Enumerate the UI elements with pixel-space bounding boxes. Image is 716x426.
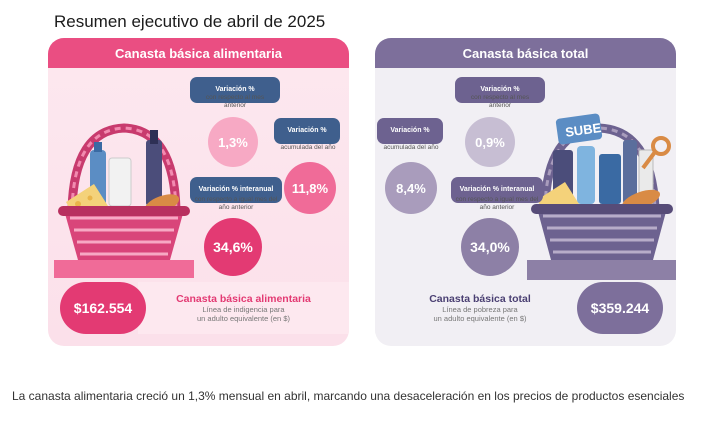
- food-interannual-bubble: 34,6%: [204, 218, 262, 276]
- total-interannual-label: Variación % interanual: [459, 186, 535, 194]
- caption-text: La canasta alimentaria creció un 1,3% me…: [12, 389, 685, 403]
- total-accumulated-callout: Variación %: [377, 118, 443, 144]
- food-accumulated-bubble: 11,8%: [284, 162, 336, 214]
- food-monthly-sub: con respecto al mes anterior: [205, 94, 265, 110]
- food-accumulated-callout: Variación %: [274, 118, 340, 144]
- total-interannual-sub: con respecto a igual mes del año anterio…: [455, 196, 539, 212]
- food-monthly-label: Variación %: [215, 86, 255, 94]
- total-accumulated-bubble: 8,4%: [385, 162, 437, 214]
- total-accumulated-sub: acumulada del año: [383, 144, 439, 151]
- food-monthly-callout: Variación %: [190, 77, 280, 103]
- food-monthly-bubble: 1,3%: [208, 117, 258, 167]
- food-accumulated-sub: acumulada del año: [280, 144, 336, 151]
- food-interannual-value: 34,6%: [213, 239, 253, 255]
- total-monthly-value: 0,9%: [475, 134, 505, 150]
- food-info-box: Canasta básica alimentaria Línea de indi…: [138, 282, 349, 334]
- food-monthly-value: 1,3%: [218, 134, 248, 150]
- total-box-title: Canasta básica total: [429, 292, 531, 305]
- food-basket-icon: [54, 123, 194, 278]
- total-basket-panel: Canasta básica total SUBE Variación % co…: [375, 38, 676, 346]
- food-basket-header: Canasta básica alimentaria: [48, 38, 349, 68]
- food-box-sub2: un adulto equivalente (en $): [197, 314, 290, 323]
- sube-card-text: SUBE: [564, 120, 602, 140]
- food-interannual-label: Variación % interanual: [198, 186, 274, 194]
- total-interannual-bubble: 34,0%: [461, 218, 519, 276]
- food-accumulated-value: 11,8%: [291, 180, 329, 196]
- food-basket-panel: Canasta básica alimentaria Variación % c…: [48, 38, 349, 346]
- total-amount: $359.244: [577, 282, 663, 334]
- total-monthly-label: Variación %: [480, 86, 520, 94]
- food-interannual-callout: Variación % interanual: [190, 177, 282, 203]
- page-title: Resumen ejecutivo de abril de 2025: [54, 12, 326, 31]
- food-accumulated-label: Variación %: [287, 127, 327, 135]
- total-info-box: Canasta básica total Línea de pobreza pa…: [375, 282, 585, 334]
- total-basket-header: Canasta básica total: [375, 38, 676, 68]
- total-monthly-bubble: 0,9%: [465, 117, 515, 167]
- food-amount: $162.554: [60, 282, 146, 334]
- food-box-sub1: Línea de indigencia para: [202, 304, 285, 314]
- total-accumulated-value: 8,4%: [396, 180, 426, 196]
- total-interannual-callout: Variación % interanual: [451, 177, 543, 203]
- total-box-sub2: un adulto equivalente (en $): [433, 314, 527, 323]
- total-monthly-callout: Variación %: [455, 77, 545, 103]
- total-interannual-value: 34,0%: [470, 239, 510, 255]
- total-basket-icon: SUBE: [527, 113, 676, 280]
- food-interannual-sub: con respecto a igual mes del año anterio…: [194, 196, 278, 212]
- total-monthly-sub: con respecto al mes anterior: [470, 94, 530, 110]
- total-accumulated-label: Variación %: [390, 127, 430, 135]
- total-box-sub1: Línea de pobreza para: [442, 304, 518, 314]
- food-box-title: Canasta básica alimentaria: [176, 292, 311, 305]
